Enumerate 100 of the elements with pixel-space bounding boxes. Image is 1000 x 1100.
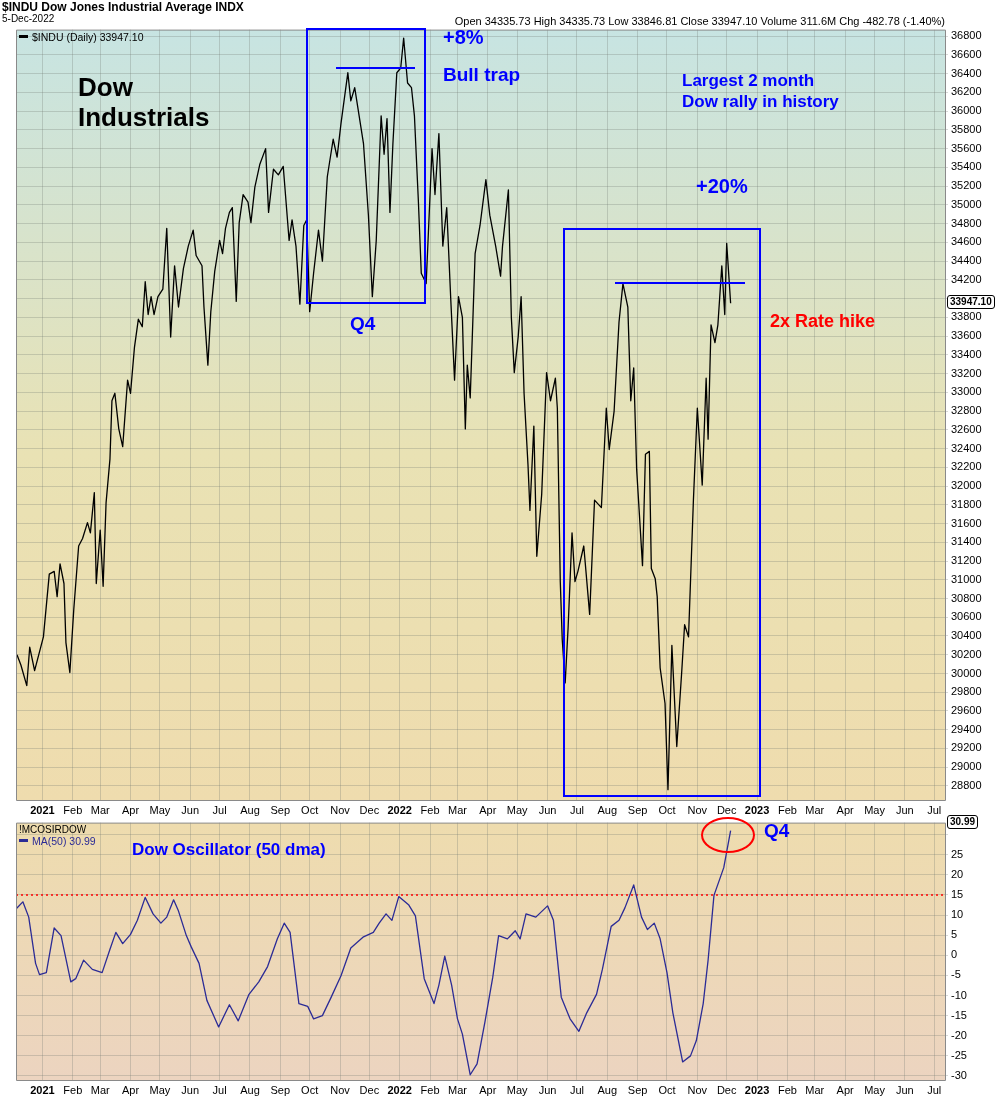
- legend-title: !MCOSIRDOW: [19, 823, 87, 835]
- x-tick-label: May: [149, 1083, 171, 1096]
- x-tick-label: 2023: [744, 1083, 770, 1096]
- y-tick-label: 28800: [951, 778, 982, 791]
- annotation: Dow Oscillator (50 dma): [132, 840, 326, 860]
- x-tick-label: Sep: [270, 803, 291, 816]
- y-tick-label: 29400: [951, 722, 982, 735]
- x-tick-label: Nov: [687, 1083, 708, 1096]
- annotation: Q4: [764, 820, 790, 842]
- y-tick-label: 33800: [951, 310, 982, 323]
- x-tick-label: Jun: [895, 1083, 914, 1096]
- y-tick-label: 31000: [951, 572, 982, 585]
- x-tick-label: Jun: [538, 803, 557, 816]
- x-tick-label: Mar: [90, 803, 110, 816]
- y-tick-label: 29600: [951, 703, 982, 716]
- x-tick-label: Feb: [777, 803, 797, 816]
- y-tick-label: 36000: [951, 104, 982, 117]
- x-tick-label: Apr: [479, 803, 497, 816]
- x-tick-label: Jul: [569, 803, 584, 816]
- y-tick-label: 33400: [951, 347, 982, 360]
- y-tick-label: 32200: [951, 460, 982, 473]
- y-tick-label: 34400: [951, 254, 982, 267]
- x-tick-label: Aug: [240, 803, 260, 816]
- x-tick-label: Mar: [90, 1083, 110, 1096]
- x-tick-label: May: [864, 1083, 886, 1096]
- y-tick-label: -5: [951, 968, 961, 981]
- y-tick-label: 34600: [951, 235, 982, 248]
- x-tick-label: 2022: [387, 1083, 412, 1096]
- y-tick-label: 20: [951, 867, 964, 880]
- annotation: +8%: [443, 26, 484, 49]
- x-tick-label: Aug: [240, 1083, 260, 1096]
- annotation: Dow Industrials: [78, 72, 211, 132]
- x-tick-label: Apr: [479, 1083, 497, 1096]
- y-tick-label: 29800: [951, 685, 982, 698]
- x-tick-label: Jul: [212, 803, 227, 816]
- x-tick-label: Jun: [538, 1083, 557, 1096]
- y-tick-label: 35000: [951, 197, 982, 210]
- y-tick-label: 35200: [951, 179, 982, 192]
- x-tick-label: 2021: [30, 1083, 55, 1096]
- y-tick-label: 5: [951, 928, 958, 941]
- y-tick-label: 31200: [951, 554, 982, 567]
- x-tick-label: Oct: [658, 803, 676, 816]
- x-tick-label: Jun: [181, 803, 200, 816]
- y-tick-label: 10: [951, 908, 964, 921]
- text: 30.99: [947, 815, 979, 829]
- x-tick-label: Feb: [420, 1083, 440, 1096]
- text: Open 34335.73 High 34335.73 Low 33846.81 Close 33947.10 Volume 311.6M Chg -482.78 (-1.40%): [453, 15, 945, 27]
- y-tick-label: 30000: [951, 666, 982, 679]
- x-tick-label: Dec: [359, 1083, 380, 1096]
- annotation: Q4: [350, 313, 376, 335]
- chart-subtitle: 5-Dec-2022: [2, 13, 55, 24]
- y-tick-label: 33000: [951, 385, 982, 398]
- chart-title: $INDU Dow Jones Industrial Average INDX: [2, 0, 244, 14]
- y-tick-label: 36400: [951, 66, 982, 79]
- y-tick-label: 35600: [951, 141, 982, 154]
- x-tick-label: Mar: [448, 1083, 468, 1096]
- y-tick-label: -10: [951, 988, 967, 1001]
- annotation: Bull trap: [443, 64, 521, 86]
- x-tick-label: Apr: [836, 1083, 855, 1096]
- y-tick-label: 32800: [951, 404, 982, 417]
- y-tick-label: 30400: [951, 629, 982, 642]
- x-tick-label: Jun: [181, 1083, 200, 1096]
- x-tick-label: Sep: [627, 1083, 648, 1096]
- y-tick-label: 36800: [951, 29, 982, 42]
- x-tick-label: Sep: [270, 1083, 291, 1096]
- x-tick-label: Nov: [687, 803, 708, 816]
- y-tick-label: 31600: [951, 516, 982, 529]
- x-tick-label: Aug: [597, 1083, 618, 1096]
- x-tick-label: Feb: [63, 803, 83, 816]
- y-tick-label: -25: [951, 1048, 967, 1061]
- text: 33947.10: [947, 295, 995, 309]
- y-tick-label: -20: [951, 1028, 967, 1041]
- y-tick-label: 30600: [951, 610, 982, 623]
- y-tick-label: 36200: [951, 85, 982, 98]
- x-tick-label: May: [506, 1083, 529, 1096]
- x-tick-label: Jun: [895, 803, 914, 816]
- y-tick-label: 31400: [951, 535, 982, 548]
- y-tick-label: 33200: [951, 366, 982, 379]
- y-tick-label: 0: [951, 948, 958, 961]
- x-tick-label: May: [864, 803, 886, 816]
- y-tick-label: 29000: [951, 760, 982, 773]
- y-tick-label: 35800: [951, 122, 982, 135]
- x-tick-label: Nov: [330, 803, 351, 816]
- x-tick-label: Mar: [805, 803, 825, 816]
- x-tick-label: Oct: [301, 1083, 319, 1096]
- x-tick-label: Dec: [716, 803, 737, 816]
- y-tick-label: -15: [951, 1008, 967, 1021]
- x-tick-label: Jul: [212, 1083, 227, 1096]
- x-tick-label: Nov: [330, 1083, 351, 1096]
- x-tick-label: 2021: [30, 803, 55, 816]
- x-tick-label: Feb: [777, 1083, 797, 1096]
- x-tick-label: Oct: [658, 1083, 676, 1096]
- x-tick-label: Jul: [927, 1083, 942, 1096]
- y-tick-label: 33600: [951, 329, 982, 342]
- y-tick-label: 30200: [951, 647, 982, 660]
- x-tick-label: Mar: [805, 1083, 825, 1096]
- y-tick-label: 29200: [951, 741, 982, 754]
- annotation: Largest 2 month Dow rally in history: [682, 70, 840, 112]
- x-tick-label: May: [506, 803, 529, 816]
- y-tick-label: 35400: [951, 160, 982, 173]
